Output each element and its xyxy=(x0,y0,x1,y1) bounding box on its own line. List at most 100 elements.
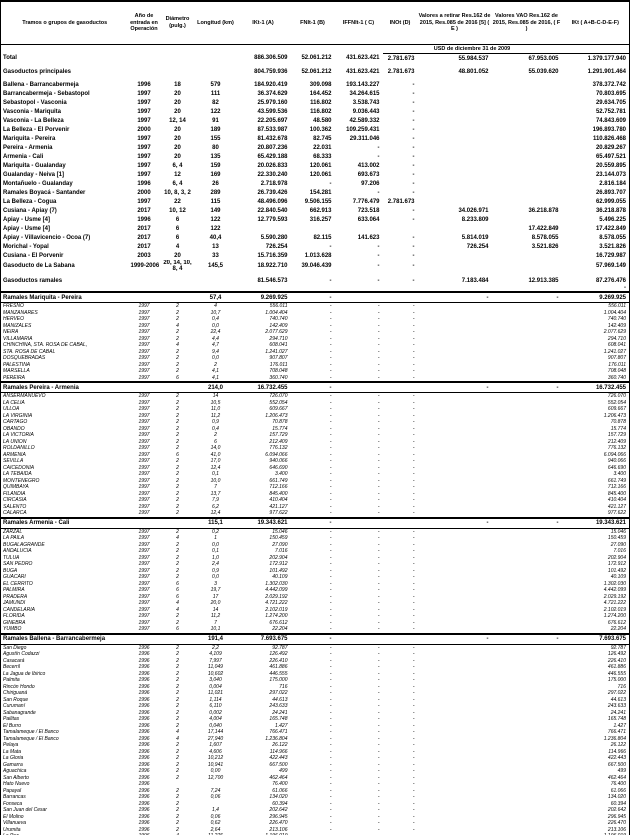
value-cell: - xyxy=(329,355,332,362)
value-cell: 22.205.697 xyxy=(257,117,288,124)
diameter-cell: 2 xyxy=(176,406,179,413)
value-cell: 776.132 xyxy=(607,445,626,452)
diameter-cell: 2 xyxy=(176,696,179,703)
length-cell: 155 xyxy=(210,135,221,142)
value-cell: 40.109 xyxy=(610,574,626,581)
table-row: Mariquita - Gualanday 1997 6, 4 159 20.026.8… xyxy=(1,161,630,170)
value-cell: - xyxy=(377,393,380,400)
value-cell: - xyxy=(377,189,380,196)
year-cell: 1996 xyxy=(138,748,150,755)
length-cell: 4,1 xyxy=(212,374,219,381)
value-cell: 48.496.096 xyxy=(257,198,288,205)
year-cell: 1997 xyxy=(138,593,150,600)
year-cell: 1997 xyxy=(138,355,150,362)
length-cell: 0,1 xyxy=(212,471,219,478)
year-cell: 1999-2006 xyxy=(130,263,160,269)
year-cell: 1997 xyxy=(138,361,150,368)
value-cell: 723.518 xyxy=(357,207,380,214)
value-cell: 15.716.359 xyxy=(257,252,288,259)
length-cell: 0,00 xyxy=(210,768,221,775)
value-cell: - xyxy=(329,657,332,664)
pipeline-name-cell: GUACARI xyxy=(3,574,26,581)
length-cell: 0,0 xyxy=(212,322,219,329)
value-cell: - xyxy=(491,381,562,393)
header-row: Tramos o grupos de gasoductos Año de entr… xyxy=(0,1,630,45)
value-cell: - xyxy=(329,497,332,504)
pipeline-name-cell: Armenia - Cali xyxy=(3,153,44,160)
value-cell: - xyxy=(412,207,415,214)
value-cell: 712.166 xyxy=(269,484,288,491)
value-cell: 193.143.227 xyxy=(346,81,380,88)
diameter-cell: 2 xyxy=(176,477,179,484)
group-row: Gasoductos ramales 81.546.573 - - - 7.183.484… xyxy=(1,276,630,285)
pipeline-name-cell: Ramales Boyacá - Santander xyxy=(3,189,86,196)
value-cell: - xyxy=(377,541,380,548)
year-cell: 1996 xyxy=(138,742,150,749)
pipeline-name-cell: TULUA xyxy=(3,554,20,561)
value-cell: - xyxy=(329,510,332,517)
value-cell: - xyxy=(412,277,415,284)
value-cell: 76.400 xyxy=(610,781,626,788)
value-cell: - xyxy=(329,412,332,419)
diameter-cell: 2 xyxy=(176,316,179,323)
value-cell xyxy=(418,152,492,161)
year-cell xyxy=(129,285,160,292)
length-cell xyxy=(196,67,236,76)
pipeline-name-cell: La Mata xyxy=(3,748,22,755)
value-cell: 19.343.621 xyxy=(235,516,291,529)
table-body: USD de diciembre 31 de 2009 Total 886.306.… xyxy=(0,44,630,835)
value-cell: 213.106 xyxy=(269,826,288,833)
table-row: El Molino 1996 2 0,06 296.945 - - - 296.945 xyxy=(1,814,630,821)
value-cell: 100.362 xyxy=(309,126,332,133)
value-cell: 667.500 xyxy=(607,761,626,768)
value-cell: 5.814.019 xyxy=(461,234,489,241)
pipeline-name-cell: PEREIRA xyxy=(3,374,25,381)
value-cell: 716 xyxy=(279,683,288,690)
table-row: Vasconia - Mariquita 1997 20 122 43.599.536 1… xyxy=(1,107,630,116)
value-cell xyxy=(418,197,492,206)
diameter-cell: 6 xyxy=(176,626,179,633)
value-cell: 57.969.149 xyxy=(595,263,626,269)
value-cell: - xyxy=(377,657,380,664)
table-row: STA. ROSA DE CABAL 1997 2 9,4 1.241.027 - - - 1.… xyxy=(1,349,630,356)
length-cell: 10,5 xyxy=(210,399,221,406)
value-cell: - xyxy=(377,458,380,465)
value-cell: 48.801.052 xyxy=(458,68,489,75)
year-cell: 1996 xyxy=(138,755,150,762)
diameter-cell: 6 xyxy=(176,587,179,594)
value-cell: 22.031 xyxy=(313,144,332,151)
table-row: HERVEO 1997 2 0,4 740.740 - - - 740.740 xyxy=(1,316,630,323)
value-cell: - xyxy=(417,291,492,303)
table-row: Agustín Codazzi 1996 2 4,109 126.492 - - - 126.4… xyxy=(1,651,630,658)
value-cell: 940.066 xyxy=(607,458,626,465)
value-cell: - xyxy=(412,774,415,781)
value-cell: 25.979.160 xyxy=(257,99,288,106)
value-cell: 55.039.620 xyxy=(528,68,559,75)
value-cell xyxy=(383,224,418,233)
table-row: Sebastopol - Vasconia 1997 20 82 25.979.160 1… xyxy=(1,98,630,107)
diameter-cell xyxy=(159,516,196,529)
year-cell: 2017 xyxy=(137,243,151,250)
value-cell: - xyxy=(377,243,380,250)
value-cell xyxy=(492,197,562,206)
diameter-cell xyxy=(160,276,196,285)
value-cell: 82.115 xyxy=(313,234,332,241)
length-cell: 0,4 xyxy=(212,425,219,432)
value-cell: 2.102.019 xyxy=(265,606,288,613)
length-cell: 7,9 xyxy=(212,497,219,504)
pipeline-name-cell: San Alberto xyxy=(3,774,29,781)
length-cell: 1,0 xyxy=(212,554,219,561)
pipeline-name-cell: MARSELLA xyxy=(3,368,30,375)
table-row: La Gloria 1996 2 10,212 422.443 - - - 422.443 xyxy=(1,755,630,762)
length-cell: 14,0 xyxy=(210,445,221,452)
value-cell: 1.241.027 xyxy=(265,348,288,355)
year-cell: 1997 xyxy=(138,613,150,620)
pipeline-name-cell: LA VIRGINIA xyxy=(3,412,33,419)
value-cell: - xyxy=(329,794,332,801)
value-cell xyxy=(418,188,492,197)
table-row: Barrancabermeja - Sebastopol 1997 20 111 36.… xyxy=(1,89,630,98)
length-cell: 14 xyxy=(212,393,219,400)
pipeline-name-cell: Gasoductos principales xyxy=(3,68,72,75)
value-cell xyxy=(492,125,562,134)
value-cell: - xyxy=(329,342,332,349)
